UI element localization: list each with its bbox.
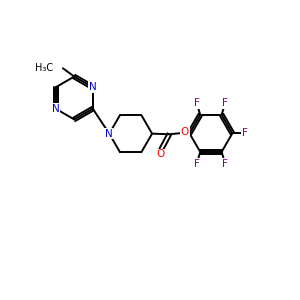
Text: N: N bbox=[105, 129, 112, 139]
Text: N: N bbox=[89, 82, 97, 92]
Text: F: F bbox=[222, 98, 228, 108]
Text: F: F bbox=[222, 159, 228, 169]
Text: F: F bbox=[194, 98, 200, 108]
Text: F: F bbox=[194, 159, 200, 169]
Text: O: O bbox=[181, 128, 189, 137]
Text: F: F bbox=[242, 128, 248, 138]
Text: N: N bbox=[52, 104, 60, 114]
Text: O: O bbox=[156, 149, 164, 160]
Text: H₃C: H₃C bbox=[35, 63, 53, 73]
